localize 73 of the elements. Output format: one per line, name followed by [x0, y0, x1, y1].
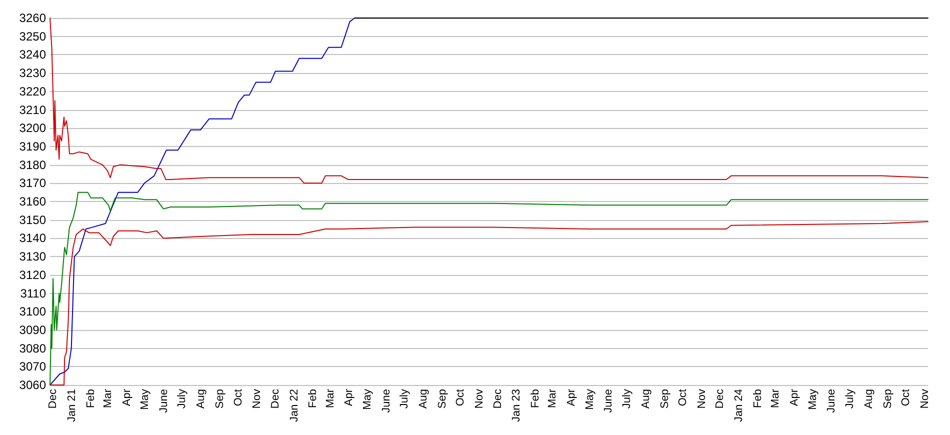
x-tick-label: Sep [658, 389, 671, 409]
y-tick-label: 3080 [19, 341, 46, 356]
x-tick-label: Mar [324, 388, 336, 408]
line-series [50, 221, 928, 386]
line-series [50, 18, 356, 386]
y-tick-label: 3120 [19, 268, 46, 282]
x-tick-label: Feb [84, 389, 97, 408]
x-tick-label: Nov [918, 388, 931, 409]
x-tick-label: Nov [696, 388, 708, 409]
x-tick-label: May [361, 388, 374, 410]
y-tick-label: 3260 [19, 11, 46, 25]
x-tick-label: Jan 21 [66, 389, 78, 422]
x-tick-label: Sep [436, 389, 448, 409]
x-tick-label: July [176, 388, 188, 409]
x-tick-label: Dec [714, 388, 726, 409]
x-tick-label: June [158, 389, 170, 413]
x-tick-label: June [602, 389, 615, 413]
y-tick-label: 3180 [19, 158, 46, 172]
y-tick-label: 3160 [19, 194, 46, 208]
x-tick-label: Feb [530, 389, 542, 408]
x-tick-label: Mar [770, 388, 782, 408]
x-tick-label: June [380, 389, 392, 413]
x-tick-label: Mar [102, 388, 114, 408]
x-tick-label: May [806, 388, 819, 410]
y-tick-label: 3240 [19, 48, 46, 62]
x-tick-label: Sep [214, 389, 226, 409]
x-tick-label: Dec [269, 388, 282, 409]
x-tick-label: Aug [862, 389, 875, 409]
x-tick-label: Dec [492, 388, 504, 409]
x-tick-label: June [826, 389, 838, 413]
x-tick-label: Nov [251, 388, 264, 409]
x-tick-label: May [584, 388, 596, 410]
y-tick-label: 3070 [19, 360, 46, 374]
x-tick-label: July [398, 388, 411, 409]
x-tick-label: Oct [454, 389, 467, 406]
y-tick-label: 3060 [19, 378, 46, 392]
x-tick-label: Feb [752, 389, 764, 408]
x-tick-label: Aug [418, 389, 430, 409]
y-tick-label: 3150 [19, 212, 46, 227]
y-tick-label: 3230 [19, 66, 46, 80]
x-tick-label: Jan 24 [733, 389, 746, 422]
x-tick-label: Aug [640, 389, 652, 409]
x-tick-label: Apr [343, 388, 356, 406]
x-tick-label: July [621, 388, 634, 409]
x-tick-label: Jan 22 [288, 389, 300, 422]
x-tick-label: Apr [566, 388, 578, 406]
y-tick-label: 3100 [19, 304, 46, 319]
y-tick-label: 3220 [19, 84, 46, 98]
x-tick-label: Apr [788, 388, 801, 406]
y-tick-label: 3140 [19, 231, 46, 246]
x-tick-label: May [139, 388, 152, 410]
x-tick-label: Aug [195, 389, 208, 409]
y-tick-label: 3190 [19, 139, 46, 154]
line-series [50, 18, 928, 184]
x-tick-label: Nov [474, 388, 486, 409]
y-tick-label: 3110 [20, 286, 46, 300]
y-tick-label: 3130 [19, 250, 46, 264]
x-tick-label: July [844, 388, 856, 409]
x-tick-label: Apr [120, 388, 133, 406]
x-tick-label: Feb [307, 389, 320, 408]
x-tick-label: Oct [677, 389, 690, 406]
y-tick-label: 3250 [19, 29, 46, 44]
x-tick-label: Dec [47, 388, 60, 409]
x-tick-label: Mar [546, 388, 559, 408]
x-tick-label: Jan 23 [510, 389, 523, 422]
x-tick-label: Oct [900, 389, 912, 406]
y-tick-label: 3200 [19, 121, 46, 136]
y-tick-label: 3090 [19, 322, 46, 337]
x-tick-label: Oct [232, 389, 244, 406]
y-tick-label: 3170 [19, 176, 46, 190]
y-tick-label: 3210 [19, 102, 46, 117]
x-tick-label: Sep [882, 389, 894, 409]
line-series [50, 192, 928, 386]
